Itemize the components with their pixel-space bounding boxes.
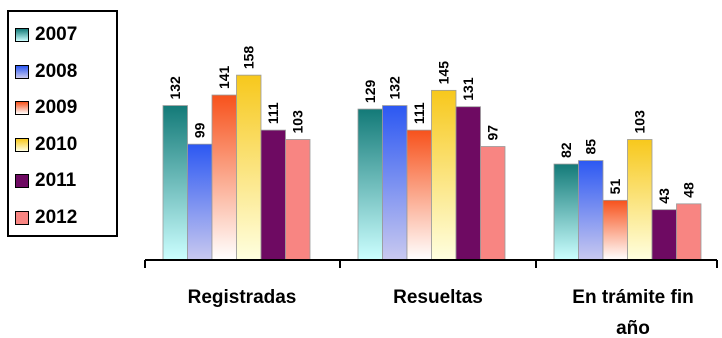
legend-label-2012: 2012 [35, 206, 78, 228]
value-label-2010-3: 103 [632, 110, 648, 134]
legend-swatch-2012 [15, 210, 29, 225]
value-label-2007-3: 82 [558, 142, 574, 158]
legend-label-2007: 2007 [35, 24, 78, 45]
value-label-2009-2: 111 [411, 102, 427, 124]
value-label-2009-3: 51 [607, 179, 623, 195]
bars [162, 74, 702, 261]
value-label-2012-3: 48 [681, 182, 697, 198]
legend-swatch-2009 [15, 101, 29, 115]
bar-2007-3 [553, 163, 579, 261]
value-label-2011-2: 131 [460, 77, 476, 101]
bar-2008-1 [187, 143, 213, 261]
legend-label-2011: 2011 [35, 170, 77, 191]
bar-2010-3 [627, 139, 653, 261]
bar-2012-2 [480, 146, 506, 261]
legend-swatch-2007 [15, 28, 29, 42]
category-label-3-line-1: En trámite fin [572, 287, 693, 308]
value-label-2011-3: 43 [656, 188, 672, 204]
legend-item-2009: 2009 [15, 95, 77, 121]
value-label-2011-1: 111 [265, 102, 281, 124]
legend-item-2010: 2010 [15, 132, 77, 158]
legend-swatch-2008 [15, 64, 29, 79]
legend-label-2010: 2010 [35, 133, 78, 155]
category-label-2: Resueltas [393, 287, 483, 308]
x-axis-ticks [144, 260, 718, 268]
legend-swatch-2010 [15, 137, 29, 152]
legend-item-2011: 2011 [15, 168, 76, 194]
value-label-2007-2: 129 [362, 79, 378, 103]
value-label-2010-2: 145 [436, 61, 452, 85]
value-label-2008-2: 132 [387, 76, 403, 100]
bar-2007-2 [357, 108, 383, 261]
legend: 2007 2008 2009 2010 2011 2012 [7, 10, 118, 237]
value-label-2007-1: 132 [167, 76, 183, 100]
bar-2010-2 [431, 89, 457, 261]
value-labels: 132 99 141 158 111 103 129 132 111 145 131 97 82 85 51… [167, 46, 697, 204]
bar-2009-3 [602, 199, 628, 261]
value-label-2008-1: 99 [192, 122, 208, 138]
legend-swatch-2011 [15, 174, 29, 188]
value-label-2008-3: 85 [583, 139, 599, 155]
legend-label-2008: 2008 [35, 60, 78, 82]
legend-item-2008: 2008 [15, 59, 77, 85]
category-label-3-line-2: año [616, 318, 650, 338]
legend-item-2012: 2012 [15, 205, 77, 231]
bar-2012-1 [285, 139, 311, 261]
category-label-1: Registradas [188, 287, 297, 308]
value-label-2009-1: 141 [216, 65, 232, 89]
bar-2007-1 [162, 105, 188, 261]
legend-label-2009: 2009 [35, 97, 78, 118]
bar-2011-3 [651, 209, 677, 261]
value-label-2012-1: 103 [290, 110, 306, 134]
bar-2011-2 [455, 106, 481, 261]
bar-2008-2 [382, 105, 408, 261]
bar-2011-1 [260, 129, 286, 261]
category-labels: Registradas Resueltas En trámite fin año [188, 287, 694, 338]
legend-item-2007: 2007 [15, 22, 77, 48]
bar-2008-3 [578, 160, 604, 261]
bar-2009-1 [211, 94, 237, 261]
value-label-2012-2: 97 [485, 125, 501, 141]
bar-2012-3 [676, 203, 702, 261]
value-label-2010-1: 158 [241, 46, 257, 70]
bar-2009-2 [406, 129, 432, 261]
bar-2010-1 [236, 74, 262, 261]
